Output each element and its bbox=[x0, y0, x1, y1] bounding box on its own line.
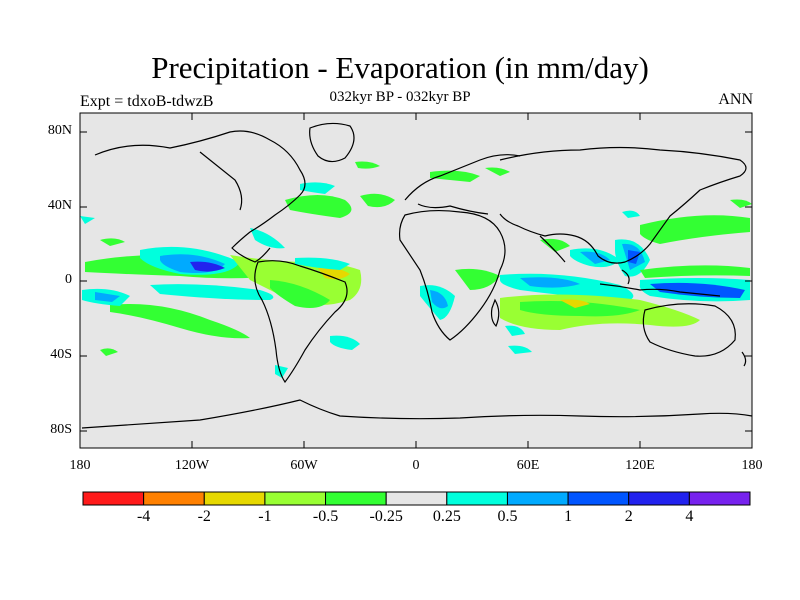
colorbar-tick-label: 0.5 bbox=[497, 508, 518, 525]
contour-cyan bbox=[250, 228, 285, 249]
contour-cyan bbox=[505, 325, 525, 336]
colorbar-swatch bbox=[567, 491, 630, 506]
contour-cyan bbox=[275, 365, 288, 378]
colorbar-swatch bbox=[506, 491, 569, 506]
contour-yellow bbox=[560, 299, 590, 308]
colorbar bbox=[82, 491, 751, 506]
contour-green bbox=[640, 215, 750, 244]
contour-green bbox=[360, 193, 395, 208]
colorbar-swatch bbox=[628, 491, 690, 506]
lat-label: 40N bbox=[47, 198, 72, 213]
colorbar-swatch bbox=[325, 491, 387, 506]
colorbar-tick-label: 2 bbox=[624, 508, 633, 525]
colorbar-tick-label: 4 bbox=[685, 508, 694, 525]
colorbar-swatch bbox=[385, 491, 448, 506]
contour-green bbox=[100, 238, 125, 246]
lat-label: 0 bbox=[65, 272, 72, 287]
contour-cyan bbox=[80, 216, 95, 224]
map-title: Precipitation - Evaporation (in mm/day) bbox=[151, 50, 649, 85]
lat-label: 40S bbox=[50, 347, 72, 362]
lon-label: 60E bbox=[516, 458, 540, 473]
contour-cyan bbox=[150, 284, 274, 300]
contour-cyan bbox=[330, 335, 360, 350]
lon-label: 180 bbox=[69, 458, 91, 473]
colorbar-tick-label: -2 bbox=[197, 508, 211, 525]
contour-blue bbox=[430, 290, 448, 309]
colorbar-swatch bbox=[82, 491, 145, 506]
lat-label: 80S bbox=[50, 422, 72, 437]
colorbar-swatch bbox=[264, 491, 327, 506]
contour-green bbox=[485, 167, 510, 176]
contour-green bbox=[520, 301, 640, 317]
colorbar-swatch bbox=[446, 491, 508, 506]
colorbar-tick-label: -0.25 bbox=[369, 508, 403, 525]
coastlines bbox=[81, 122, 753, 429]
lat-label: 80N bbox=[47, 123, 72, 138]
map-subtitle: 032kyr BP - 032kyr BP bbox=[329, 89, 471, 105]
contour-blue bbox=[580, 251, 610, 264]
contour-green bbox=[430, 170, 480, 182]
contour-green bbox=[540, 238, 570, 252]
axis-ticks bbox=[80, 113, 752, 448]
contour-darkblue bbox=[190, 261, 225, 272]
colorbar-swatch bbox=[203, 491, 266, 506]
lon-label: 0 bbox=[412, 458, 420, 473]
contour-green bbox=[270, 280, 330, 308]
contour-cyan bbox=[622, 210, 640, 218]
colorbar-tick-label: 1 bbox=[564, 508, 573, 525]
colorbar-swatch bbox=[688, 491, 751, 506]
contour-blue bbox=[520, 277, 580, 288]
contour-blue bbox=[650, 282, 745, 298]
precip-field bbox=[80, 161, 752, 378]
contour-green bbox=[100, 348, 118, 356]
experiment-label: Expt = tdxoB-tdwzB bbox=[80, 93, 214, 110]
lon-label: 120E bbox=[625, 458, 655, 473]
contour-green bbox=[110, 304, 250, 339]
contour-blue bbox=[95, 292, 120, 302]
contour-cyan bbox=[730, 199, 752, 208]
contour-green bbox=[355, 161, 380, 169]
contour-cyan bbox=[508, 345, 532, 354]
contour-green bbox=[640, 265, 750, 278]
lon-label: 60W bbox=[290, 458, 318, 473]
colorbar-tick-label: -1 bbox=[258, 508, 272, 525]
contour-yellow bbox=[318, 267, 350, 280]
season-label: ANN bbox=[718, 91, 753, 108]
contour-green bbox=[285, 195, 352, 218]
colorbar-tick-label: -0.5 bbox=[312, 508, 339, 525]
colorbar-swatch bbox=[143, 491, 205, 506]
contour-green bbox=[455, 268, 500, 290]
colorbar-tick-label: 0.25 bbox=[432, 508, 461, 525]
colorbar-tick-label: -4 bbox=[136, 508, 151, 525]
lon-label: 180 bbox=[741, 458, 763, 473]
lon-label: 120W bbox=[174, 458, 210, 473]
contour-cyan bbox=[300, 182, 335, 194]
contour-cyan bbox=[295, 257, 350, 270]
